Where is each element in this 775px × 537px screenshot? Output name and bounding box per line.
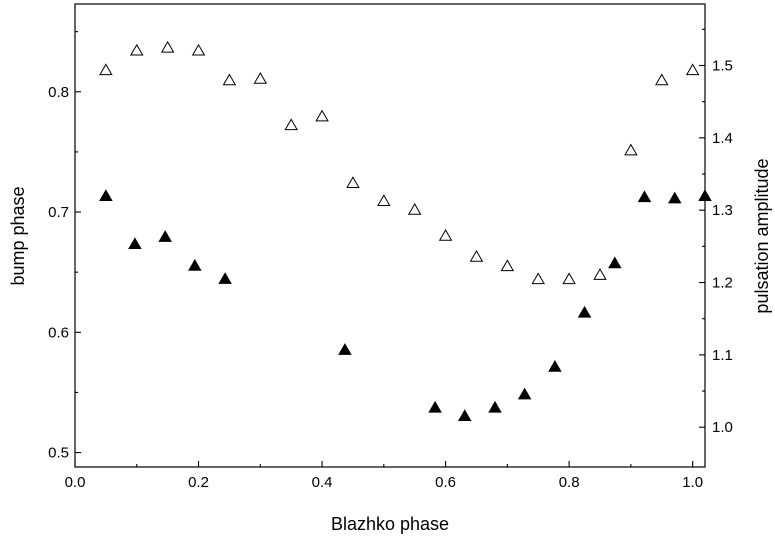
y-right-axis-title: pulsation amplitude xyxy=(752,158,772,313)
pulsation-amplitude-point xyxy=(469,250,484,262)
bump-phase-point xyxy=(428,400,442,413)
bump-phase-point xyxy=(608,256,622,269)
x-tick-label: 0.0 xyxy=(65,474,86,491)
bump-phase-point xyxy=(698,189,712,201)
x-tick-label: 0.8 xyxy=(559,474,580,491)
bump-phase-point xyxy=(99,189,113,201)
y-right-tick-label: 1.0 xyxy=(712,419,733,436)
bump-phase-point xyxy=(637,190,652,203)
y-tick-label: 0.5 xyxy=(48,445,69,462)
pulsation-amplitude-point xyxy=(562,272,576,285)
pulsation-amplitude-point xyxy=(284,118,298,131)
y-tick-label: 0.8 xyxy=(48,84,69,101)
pulsation-amplitude-point xyxy=(685,63,700,76)
pulsation-amplitude-point xyxy=(593,268,607,280)
pulsation-amplitude-point xyxy=(346,176,360,188)
pulsation-amplitude-point xyxy=(99,63,113,76)
bump-phase-point xyxy=(158,230,172,242)
pulsation-amplitude-point xyxy=(315,109,329,122)
plot-frame xyxy=(74,3,706,468)
pulsation-amplitude-point xyxy=(130,43,144,56)
bump-phase-point xyxy=(517,387,532,400)
x-tick-label: 0.4 xyxy=(312,474,333,491)
bump-phase-point xyxy=(667,191,682,204)
bump-phase-point xyxy=(457,409,472,422)
y-axis-title: bump phase xyxy=(8,186,28,285)
pulsation-amplitude-point xyxy=(222,73,237,86)
y-tick-label: 0.7 xyxy=(48,204,69,221)
pulsation-amplitude-point xyxy=(438,229,453,241)
y-right-tick-label: 1.2 xyxy=(712,275,733,292)
ticks: 0.0 0.2 0.4 0.6 0.8 1.0 0.5 0.6 0.7 0.8 1.0 1.1 1.2 1… xyxy=(48,28,733,491)
bump-phase-point xyxy=(548,359,562,372)
bump-phase-point xyxy=(488,400,502,413)
x-axis-title: Blazhko phase xyxy=(331,514,449,534)
pulsation-amplitude-point xyxy=(160,40,175,53)
bump-phase-point xyxy=(577,305,592,318)
y-right-tick-label: 1.5 xyxy=(712,57,733,74)
x-tick-label: 0.6 xyxy=(435,474,456,491)
x-tick-label: 1.0 xyxy=(682,474,703,491)
y-right-tick-label: 1.1 xyxy=(712,347,733,364)
bump-phase-point xyxy=(338,343,352,355)
pulsation-amplitude-point xyxy=(407,202,422,215)
y-tick-label: 0.6 xyxy=(48,324,69,341)
pulsation-amplitude-point xyxy=(500,259,515,272)
pulsation-amplitude-point xyxy=(377,194,391,207)
bump-phase-point xyxy=(188,258,202,271)
bump-phase-point xyxy=(128,237,142,250)
pulsation-amplitude-point xyxy=(531,272,545,285)
pulsation-amplitude-point xyxy=(655,73,669,86)
x-tick-label: 0.2 xyxy=(188,474,209,491)
pulsation-amplitude-point xyxy=(191,43,206,56)
y-right-tick-label: 1.3 xyxy=(712,202,733,219)
data-marks xyxy=(99,40,712,422)
pulsation-amplitude-point xyxy=(624,143,638,156)
bump-phase-point xyxy=(218,272,232,284)
pulsation-amplitude-point xyxy=(253,72,268,84)
y-right-tick-label: 1.4 xyxy=(712,130,733,147)
